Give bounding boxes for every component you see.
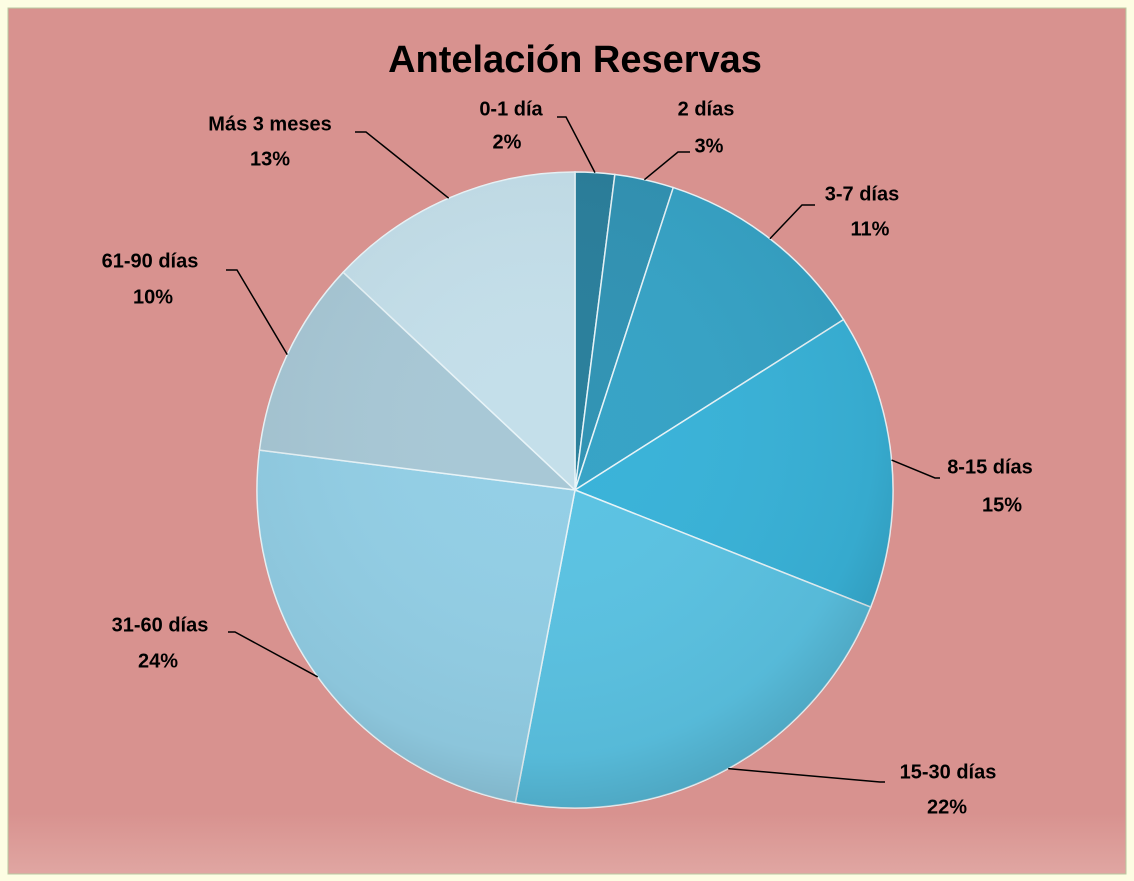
value-label: 13% — [250, 148, 290, 170]
chart-title: Antelación Reservas — [388, 39, 762, 81]
value-label: 22% — [927, 796, 967, 818]
data-labels: 0-1 día 2% 2 días 3% 3-7 días 11% 8-15 días 15%… — [102, 98, 1033, 818]
value-label: 3% — [695, 135, 724, 157]
leader-line — [228, 631, 319, 678]
value-label: 2% — [493, 131, 522, 153]
leader-line — [728, 767, 885, 783]
leader-line — [557, 116, 596, 173]
value-label: 24% — [138, 650, 178, 672]
value-label: 15% — [982, 494, 1022, 516]
value-label: 10% — [133, 286, 173, 308]
category-label: 2 días — [678, 98, 735, 120]
value-label: 11% — [851, 218, 890, 240]
category-label: 31-60 días — [112, 614, 209, 636]
pie — [256, 171, 894, 809]
category-label: Más 3 meses — [208, 113, 331, 135]
leader-line — [355, 131, 450, 199]
leader-line — [226, 269, 288, 355]
category-label: 8-15 días — [947, 456, 1033, 478]
category-label: 15-30 días — [900, 761, 997, 783]
leader-line — [891, 459, 940, 479]
category-label: 61-90 días — [102, 250, 199, 272]
category-label: 0-1 día — [479, 98, 543, 120]
category-label: 3-7 días — [825, 183, 899, 205]
leader-line — [643, 151, 690, 181]
leader-line — [769, 204, 815, 240]
